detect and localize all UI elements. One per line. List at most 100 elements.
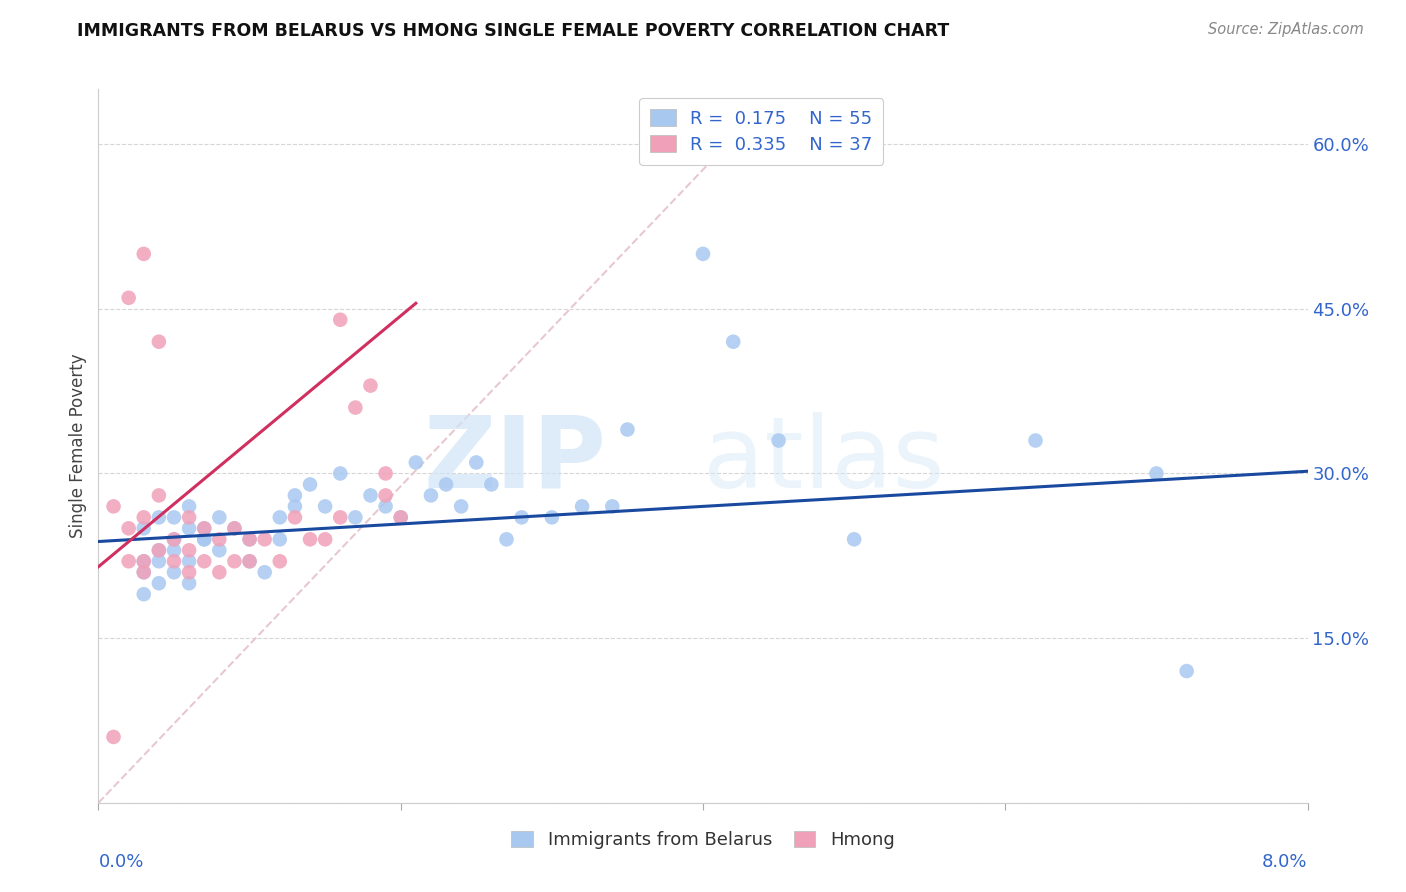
Point xyxy=(179,500,201,514)
Point xyxy=(284,510,307,524)
Point xyxy=(148,576,170,591)
Point xyxy=(239,554,262,568)
Point xyxy=(360,488,382,502)
Point xyxy=(314,533,336,547)
Point xyxy=(299,533,322,547)
Point xyxy=(224,521,246,535)
Point xyxy=(253,566,276,580)
Point xyxy=(132,566,155,580)
Point xyxy=(1146,467,1168,481)
Point xyxy=(148,510,170,524)
Point xyxy=(284,488,307,502)
Point xyxy=(239,554,262,568)
Point xyxy=(148,334,170,349)
Point xyxy=(253,533,276,547)
Point xyxy=(179,554,201,568)
Point xyxy=(132,587,155,601)
Text: atlas: atlas xyxy=(703,412,945,508)
Point xyxy=(224,521,246,535)
Text: IMMIGRANTS FROM BELARUS VS HMONG SINGLE FEMALE POVERTY CORRELATION CHART: IMMIGRANTS FROM BELARUS VS HMONG SINGLE … xyxy=(77,22,949,40)
Point xyxy=(148,543,170,558)
Text: 0.0%: 0.0% xyxy=(98,853,143,871)
Point xyxy=(208,510,231,524)
Point xyxy=(768,434,790,448)
Point xyxy=(844,533,866,547)
Point xyxy=(616,423,638,437)
Point xyxy=(179,521,201,535)
Point xyxy=(329,467,352,481)
Point xyxy=(420,488,443,502)
Point xyxy=(239,533,262,547)
Point xyxy=(103,500,125,514)
Point xyxy=(571,500,593,514)
Text: ZIP: ZIP xyxy=(423,412,606,508)
Point xyxy=(389,510,412,524)
Point xyxy=(1175,664,1198,678)
Point xyxy=(602,500,624,514)
Point xyxy=(224,554,246,568)
Point xyxy=(481,477,503,491)
Point xyxy=(118,554,141,568)
Point xyxy=(103,730,125,744)
Point xyxy=(132,247,155,261)
Text: Source: ZipAtlas.com: Source: ZipAtlas.com xyxy=(1208,22,1364,37)
Point xyxy=(344,510,367,524)
Point xyxy=(132,566,155,580)
Point xyxy=(329,312,352,326)
Point xyxy=(163,554,186,568)
Point xyxy=(374,467,396,481)
Point xyxy=(179,543,201,558)
Point xyxy=(163,533,186,547)
Point xyxy=(163,533,186,547)
Point xyxy=(118,521,141,535)
Point xyxy=(299,477,322,491)
Point xyxy=(269,510,291,524)
Point xyxy=(389,510,412,524)
Point xyxy=(163,543,186,558)
Point xyxy=(148,554,170,568)
Point xyxy=(540,510,562,524)
Point xyxy=(132,554,155,568)
Point xyxy=(193,554,215,568)
Point xyxy=(1025,434,1047,448)
Legend: Immigrants from Belarus, Hmong: Immigrants from Belarus, Hmong xyxy=(502,822,904,858)
Y-axis label: Single Female Poverty: Single Female Poverty xyxy=(69,354,87,538)
Point xyxy=(329,510,352,524)
Point xyxy=(132,510,155,524)
Point xyxy=(132,521,155,535)
Point xyxy=(148,488,170,502)
Point xyxy=(405,455,427,469)
Point xyxy=(239,533,262,547)
Point xyxy=(193,521,215,535)
Point xyxy=(344,401,367,415)
Point xyxy=(163,566,186,580)
Point xyxy=(269,554,291,568)
Point xyxy=(284,500,307,514)
Text: 8.0%: 8.0% xyxy=(1263,853,1308,871)
Point xyxy=(510,510,533,524)
Point xyxy=(208,566,231,580)
Point xyxy=(148,543,170,558)
Point xyxy=(179,576,201,591)
Point xyxy=(132,554,155,568)
Point xyxy=(692,247,714,261)
Point xyxy=(434,477,457,491)
Point xyxy=(193,533,215,547)
Point xyxy=(118,291,141,305)
Point xyxy=(163,510,186,524)
Point xyxy=(179,510,201,524)
Point xyxy=(314,500,336,514)
Point xyxy=(208,533,231,547)
Point xyxy=(495,533,517,547)
Point xyxy=(374,488,396,502)
Point xyxy=(450,500,472,514)
Point xyxy=(208,543,231,558)
Point xyxy=(193,533,215,547)
Point xyxy=(269,533,291,547)
Point xyxy=(374,500,396,514)
Point xyxy=(179,566,201,580)
Point xyxy=(360,378,382,392)
Point xyxy=(465,455,488,469)
Point xyxy=(193,521,215,535)
Point xyxy=(723,334,745,349)
